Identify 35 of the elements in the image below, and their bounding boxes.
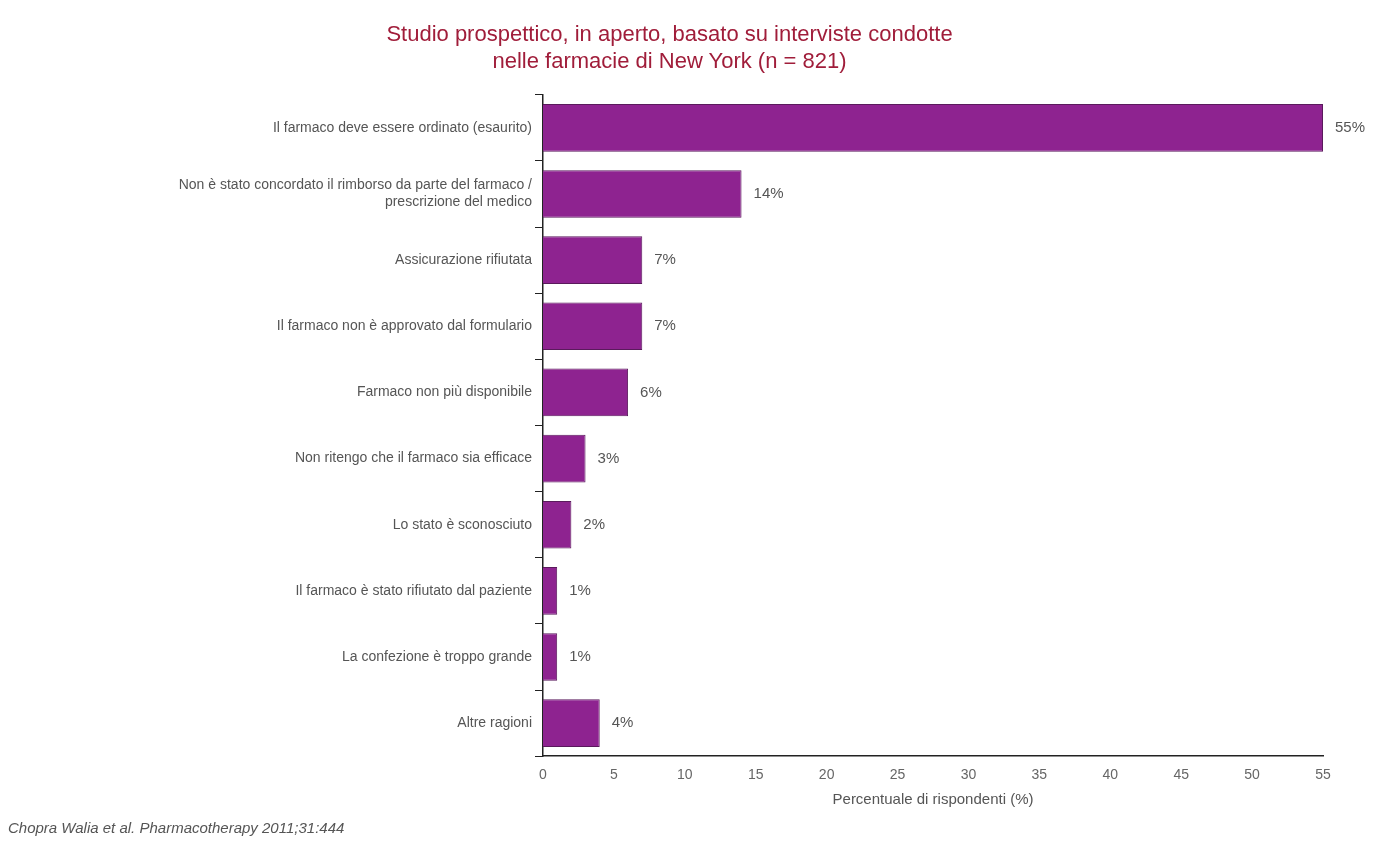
x-tick-label: 20: [818, 766, 835, 783]
data-label: 1%: [569, 580, 591, 598]
x-tick-label: 40: [1102, 766, 1119, 783]
y-tick-label: Assicurazione rifiutata: [395, 251, 533, 268]
y-tick-label: Lo stato è sconosciuto: [392, 515, 533, 532]
x-tick-label: 10: [677, 766, 693, 783]
x-tick-label: 35: [1031, 766, 1048, 783]
x-tick-label: 25: [889, 766, 906, 783]
chart-title: Studio prospettico, in aperto, basato su interviste condotte nelle farmacie di New York (n = 821): [386, 21, 953, 73]
data-label: 7%: [654, 250, 676, 268]
x-tick-label: 5: [610, 766, 619, 783]
x-tick-label: 50: [1244, 766, 1261, 783]
data-label: 7%: [654, 316, 676, 334]
data-label: 6%: [640, 382, 662, 400]
data-label: 3%: [597, 448, 620, 466]
text: Chopra Walia et al. Pharmacotherapy 2011;31:444: [8, 819, 346, 836]
data-label: 1%: [569, 647, 591, 665]
y-tick-label: Il farmaco deve essere ordinato (esaurito): [272, 118, 532, 135]
x-axis-title: Percentuale di rispondenti (%): [832, 790, 1034, 808]
y-tick-label: Il farmaco non è approvato dal formulario: [276, 317, 533, 334]
y-tick-label: Non è stato concordato il rimborso da parte del farmaco / prescrizione del medico: [178, 176, 533, 210]
data-label: 2%: [583, 514, 606, 532]
y-tick-label: Il farmaco è stato rifiutato dal paziente: [295, 581, 533, 598]
y-tick-label: Non ritengo che il farmaco sia efficace: [294, 449, 533, 466]
x-tick-label: 15: [747, 766, 764, 783]
y-tick-label: Farmaco non più disponibile: [356, 383, 533, 400]
x-tick-label: 0: [539, 766, 548, 783]
data-label: 55%: [1335, 118, 1366, 136]
y-tick-label: Altre ragioni: [457, 713, 532, 730]
x-tick-label: 45: [1173, 766, 1190, 783]
x-tick-label: 30: [960, 766, 977, 783]
data-label: 4%: [611, 713, 634, 731]
data-label: 14%: [753, 184, 784, 202]
y-tick-label: La confezione è troppo grande: [342, 647, 533, 664]
x-tick-label: 55: [1315, 766, 1331, 783]
